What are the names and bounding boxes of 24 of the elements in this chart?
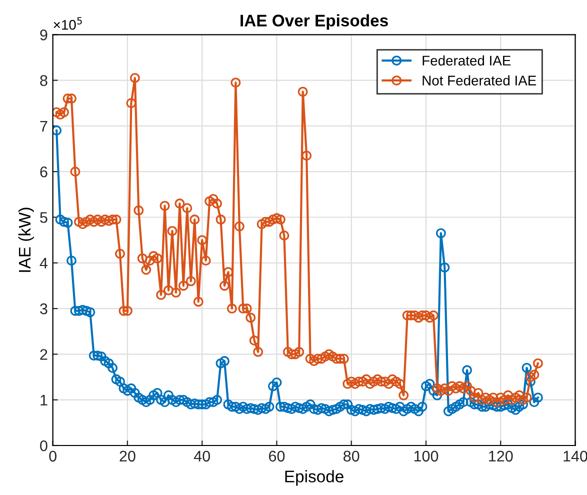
x-axis-title: Episode	[285, 470, 344, 486]
y-tick-label: 2	[40, 349, 48, 360]
chart-title: IAE Over Episodes	[240, 14, 388, 30]
x-tick-label: 100	[414, 450, 438, 462]
x-tick-label: 20	[120, 450, 136, 462]
x-tick-label: 80	[344, 450, 360, 462]
x-tick-label: 60	[269, 450, 285, 462]
legend-label: Not Federated IAE	[422, 75, 536, 86]
y-tick-label: 7	[40, 120, 48, 132]
y-tick-label: 8	[40, 75, 48, 86]
y-tick-label: 6	[40, 166, 48, 178]
y-tick-label: 4	[40, 258, 48, 268]
y-tick-label: 0	[40, 440, 48, 452]
y-tick-label: 9	[40, 30, 48, 40]
legend-label: Federated IAE	[422, 55, 511, 66]
text: ×10$^{5}$	[54, 17, 82, 30]
y-axis-title: IAE (kW)	[18, 208, 34, 272]
x-tick-label: 0	[49, 450, 56, 462]
y-tick-label: 5	[40, 212, 48, 223]
y-tick-label: 3	[40, 303, 48, 314]
x-tick-label: 140	[564, 450, 587, 462]
y-tick-label: 1	[40, 394, 48, 406]
x-tick-label: 40	[194, 450, 210, 462]
x-tick-label: 120	[489, 450, 513, 462]
